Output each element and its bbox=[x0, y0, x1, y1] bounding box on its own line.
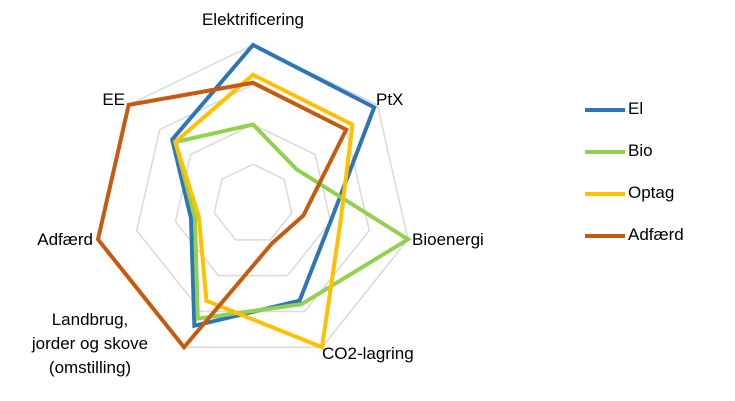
grid-ring bbox=[174, 123, 332, 277]
category-label: Landbrug, jorder og skove (omstilling) bbox=[31, 310, 149, 377]
category-label: EE bbox=[102, 90, 125, 109]
legend-label: Bio bbox=[628, 141, 653, 160]
grid-ring bbox=[135, 83, 371, 313]
category-label: CO2-lagring bbox=[322, 344, 414, 363]
series-line bbox=[172, 122, 412, 321]
category-label: Adfærd bbox=[37, 230, 93, 249]
legend-label: Adfærd bbox=[628, 225, 684, 244]
category-label: PtX bbox=[376, 90, 404, 109]
series-line bbox=[95, 80, 349, 351]
category-label: Bioenergi bbox=[412, 230, 484, 249]
legend-label: Optag bbox=[628, 183, 675, 202]
category-label: Elektrificering bbox=[201, 10, 305, 29]
grid-ring bbox=[213, 163, 293, 241]
series-line bbox=[173, 72, 355, 351]
legend-label: El bbox=[628, 99, 644, 118]
